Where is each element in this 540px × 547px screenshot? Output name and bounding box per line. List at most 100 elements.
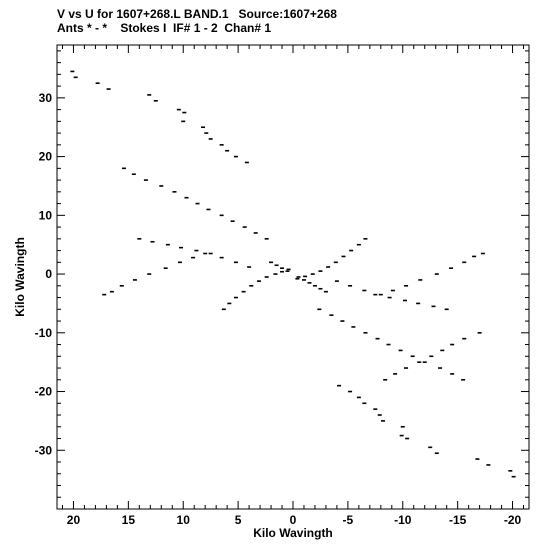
uv-point xyxy=(230,220,235,223)
uv-point xyxy=(417,361,422,363)
uv-point xyxy=(363,238,368,240)
uv-point xyxy=(233,155,238,158)
y-tick-label: -30 xyxy=(35,443,53,457)
uv-point xyxy=(208,138,213,140)
uv-point xyxy=(462,261,467,264)
uv-point xyxy=(428,446,433,449)
uv-point xyxy=(337,384,342,387)
uv-point xyxy=(264,238,269,240)
uv-point xyxy=(132,279,137,281)
uv-point xyxy=(450,373,455,375)
uv-point xyxy=(184,196,189,199)
uv-point xyxy=(102,293,107,296)
uv-point xyxy=(280,267,285,269)
axis-ticks: 20 15 10 5 0 -5 -10 -15 -20 30 20 10 0 -10 -20 -30 xyxy=(35,45,529,527)
uv-point xyxy=(247,266,252,268)
uv-point xyxy=(286,268,291,271)
uv-point xyxy=(106,88,111,90)
uv-point xyxy=(296,276,301,278)
data-points xyxy=(70,70,516,478)
uv-point xyxy=(386,343,391,346)
uv-point xyxy=(405,437,410,440)
y-tick-label: 10 xyxy=(39,208,53,222)
uv-point xyxy=(301,279,306,281)
x-tick-label: -20 xyxy=(504,513,522,527)
uv-point xyxy=(285,270,290,272)
uv-point xyxy=(179,246,184,249)
chart-subtitle: Ants * - * Stokes I IF# 1 - 2 Chan# 1 xyxy=(57,21,272,35)
uv-point xyxy=(404,367,409,369)
uv-point xyxy=(410,355,415,358)
uv-point xyxy=(363,331,368,334)
uv-point xyxy=(348,285,353,287)
uv-point xyxy=(381,420,386,422)
uv-point xyxy=(227,302,232,305)
uv-point xyxy=(317,308,322,311)
x-tick-label: 5 xyxy=(235,513,242,527)
chart-title: V vs U for 1607+268.L BAND.1 Source:1607… xyxy=(57,7,337,21)
plot-frame xyxy=(56,44,530,510)
y-tick-label: 30 xyxy=(39,91,53,105)
uv-point xyxy=(356,396,361,399)
uv-point xyxy=(165,243,170,246)
uv-point xyxy=(219,256,224,259)
uv-point xyxy=(402,299,407,302)
uv-point xyxy=(225,149,230,152)
uv-point xyxy=(195,202,200,205)
uv-point xyxy=(70,70,75,73)
uv-point xyxy=(356,243,361,246)
x-axis-label: Kilo Wavingth xyxy=(253,526,333,540)
uv-point xyxy=(147,273,152,275)
uv-point xyxy=(241,290,246,293)
uv-point xyxy=(486,464,491,466)
uv-point xyxy=(383,378,388,381)
uv-point xyxy=(449,267,454,269)
uv-point xyxy=(176,108,181,111)
uv-point xyxy=(307,282,312,284)
uv-point xyxy=(480,252,485,255)
uv-point xyxy=(348,390,353,393)
uv-point xyxy=(373,408,378,410)
uv-point xyxy=(233,296,238,299)
uv-point xyxy=(362,402,367,405)
uv-point xyxy=(362,289,367,292)
uv-point xyxy=(233,261,238,264)
uv-point xyxy=(434,273,439,275)
uv-point xyxy=(326,266,331,268)
uv-point xyxy=(273,273,278,275)
uv-point xyxy=(73,76,78,79)
uv-point xyxy=(393,373,398,375)
uv-point xyxy=(418,279,423,281)
uv-point xyxy=(137,238,142,240)
uv-point xyxy=(329,314,334,316)
uv-point xyxy=(203,252,208,255)
uv-point xyxy=(318,287,323,290)
uv-point xyxy=(373,293,378,296)
uv-point xyxy=(147,94,152,96)
uv-point xyxy=(438,367,443,369)
uv-point xyxy=(461,378,466,381)
uv-point xyxy=(159,185,164,187)
x-tick-label: -5 xyxy=(343,513,354,527)
uv-point xyxy=(219,144,224,146)
uv-point xyxy=(475,458,480,460)
x-tick-label: 0 xyxy=(290,513,297,527)
uv-point xyxy=(221,308,226,311)
uv-point xyxy=(444,308,449,311)
uv-point xyxy=(431,305,436,308)
x-tick-label: 15 xyxy=(122,513,136,527)
uv-point xyxy=(208,252,213,255)
uv-point xyxy=(121,167,126,170)
uv-point xyxy=(177,261,182,264)
uv-point xyxy=(143,179,148,181)
uv-point xyxy=(264,276,269,278)
uv-point xyxy=(440,349,445,352)
uv-point xyxy=(462,337,467,340)
uv-point xyxy=(109,290,114,293)
uv-point xyxy=(256,280,261,282)
uv-point xyxy=(416,302,421,305)
uv-point xyxy=(95,82,100,84)
uv-point xyxy=(400,425,405,428)
uv-point xyxy=(200,126,205,129)
